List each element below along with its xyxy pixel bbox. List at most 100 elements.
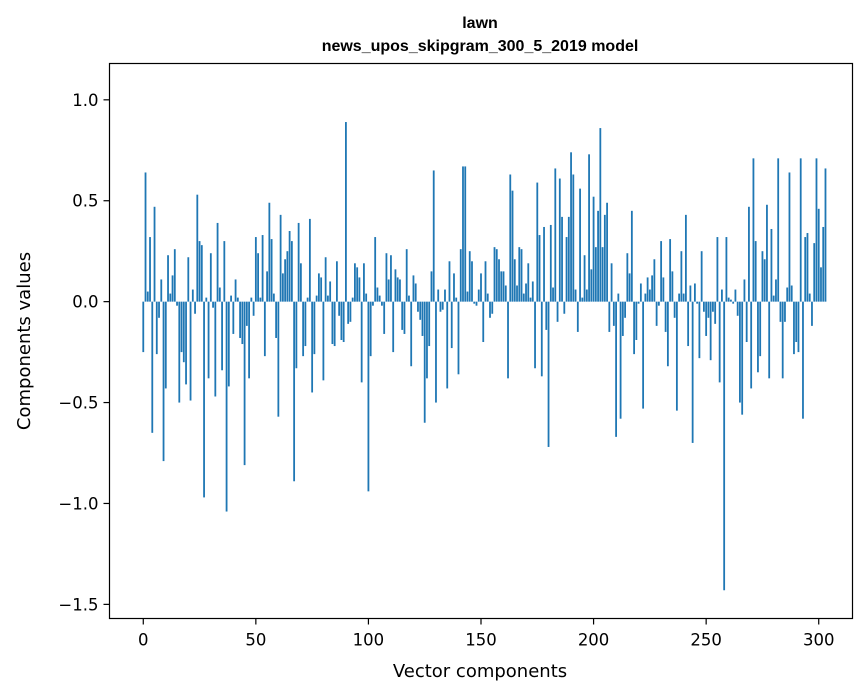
x-tick-label: 0 — [138, 631, 149, 650]
bar-component-197 — [585, 289, 588, 302]
bar-component-95 — [356, 267, 359, 302]
x-tick-label: 100 — [353, 631, 385, 650]
bar-component-150 — [480, 273, 482, 302]
bar-component-52 — [259, 297, 262, 302]
bar-component-112 — [394, 269, 397, 302]
bar-component-221 — [639, 283, 642, 302]
bar-component-46 — [245, 301, 248, 326]
bar-component-121 — [414, 283, 417, 302]
bar-component-139 — [455, 297, 458, 302]
bar-component-266 — [741, 301, 744, 415]
bar-component-14 — [173, 249, 176, 302]
bar-component-110 — [390, 255, 392, 302]
bar-component-37 — [225, 301, 228, 512]
bar-component-81 — [324, 257, 327, 302]
bar-component-160 — [502, 271, 505, 302]
bar-component-159 — [500, 271, 503, 302]
y-tick-label: −1.0 — [58, 494, 98, 513]
bar-component-272 — [754, 241, 757, 302]
bar-component-243 — [689, 285, 692, 302]
bar-component-90 — [345, 122, 347, 302]
bar-component-195 — [581, 297, 584, 302]
bar-component-237 — [675, 301, 678, 411]
bar-component-27 — [203, 301, 205, 498]
bar-component-92 — [349, 301, 352, 322]
bar-component-152 — [484, 261, 487, 302]
bar-component-68 — [295, 301, 298, 369]
bar-component-62 — [281, 273, 284, 302]
x-axis-ticks: 0 50 100 150 200 250 300 — [138, 618, 835, 650]
bar-component-71 — [302, 301, 305, 357]
bar-component-249 — [703, 301, 705, 312]
bar-component-106 — [381, 301, 383, 306]
bar-component-166 — [516, 285, 518, 302]
bar-component-83 — [329, 281, 332, 302]
bar-component-285 — [784, 301, 786, 322]
bar-component-35 — [221, 301, 223, 371]
bar-component-161 — [504, 285, 507, 302]
bar-component-43 — [239, 301, 241, 338]
x-tick-label: 300 — [803, 631, 835, 650]
bar-component-295 — [806, 233, 809, 302]
bar-component-177 — [540, 301, 543, 377]
bar-component-1 — [144, 172, 147, 302]
bar-component-290 — [795, 301, 798, 343]
bar-component-174 — [534, 301, 536, 369]
bar-component-38 — [227, 301, 230, 387]
bar-component-30 — [209, 253, 212, 302]
bar-component-286 — [786, 287, 789, 302]
bar-component-130 — [435, 301, 437, 403]
bar-component-54 — [263, 301, 266, 357]
bar-component-34 — [218, 287, 221, 302]
bar-component-32 — [214, 301, 217, 397]
bar-component-147 — [473, 301, 476, 304]
bar-component-120 — [412, 275, 415, 302]
bar-component-198 — [588, 154, 590, 302]
bar-component-111 — [392, 301, 395, 353]
bar-component-70 — [299, 263, 302, 302]
bar-component-148 — [475, 301, 478, 306]
bar-component-56 — [268, 202, 271, 302]
bar-component-97 — [360, 301, 363, 383]
x-tick-label: 250 — [690, 631, 722, 650]
bar-component-254 — [714, 301, 717, 324]
bar-component-232 — [664, 301, 667, 332]
bar-component-273 — [757, 301, 759, 373]
bar-component-42 — [236, 297, 239, 302]
bar-component-5 — [153, 206, 156, 302]
y-axis-label: Components values — [14, 252, 35, 430]
bar-component-17 — [180, 301, 183, 353]
bar-component-18 — [182, 301, 185, 363]
bar-component-256 — [718, 301, 721, 383]
y-tick-label: 1.0 — [72, 91, 98, 110]
bar-component-2 — [146, 291, 149, 302]
bar-component-303 — [824, 168, 827, 302]
bar-component-67 — [293, 301, 296, 482]
bar-component-189 — [567, 216, 570, 302]
bar-component-98 — [363, 263, 365, 302]
bar-component-216 — [628, 273, 631, 302]
bar-component-202 — [597, 210, 599, 302]
bar-component-257 — [721, 289, 723, 302]
bar-component-0 — [142, 301, 145, 353]
bar-component-299 — [815, 158, 818, 302]
bar-component-45 — [243, 301, 246, 466]
y-tick-label: −1.5 — [58, 595, 98, 614]
bar-component-250 — [705, 301, 708, 336]
bar-component-184 — [556, 301, 559, 322]
bar-component-297 — [811, 301, 813, 326]
bar-component-64 — [286, 251, 289, 302]
bar-component-118 — [408, 295, 410, 302]
bar-component-205 — [603, 214, 606, 302]
bar-component-175 — [536, 182, 539, 302]
bar-component-241 — [684, 214, 687, 302]
bar-component-151 — [482, 301, 485, 343]
bar-component-88 — [340, 301, 343, 340]
bar-component-220 — [637, 301, 640, 304]
bar-component-85 — [333, 301, 336, 347]
bar-component-140 — [457, 301, 460, 375]
bar-component-59 — [275, 301, 278, 338]
bar-component-58 — [272, 293, 275, 302]
bar-component-12 — [169, 293, 172, 302]
bar-component-213 — [621, 301, 624, 336]
